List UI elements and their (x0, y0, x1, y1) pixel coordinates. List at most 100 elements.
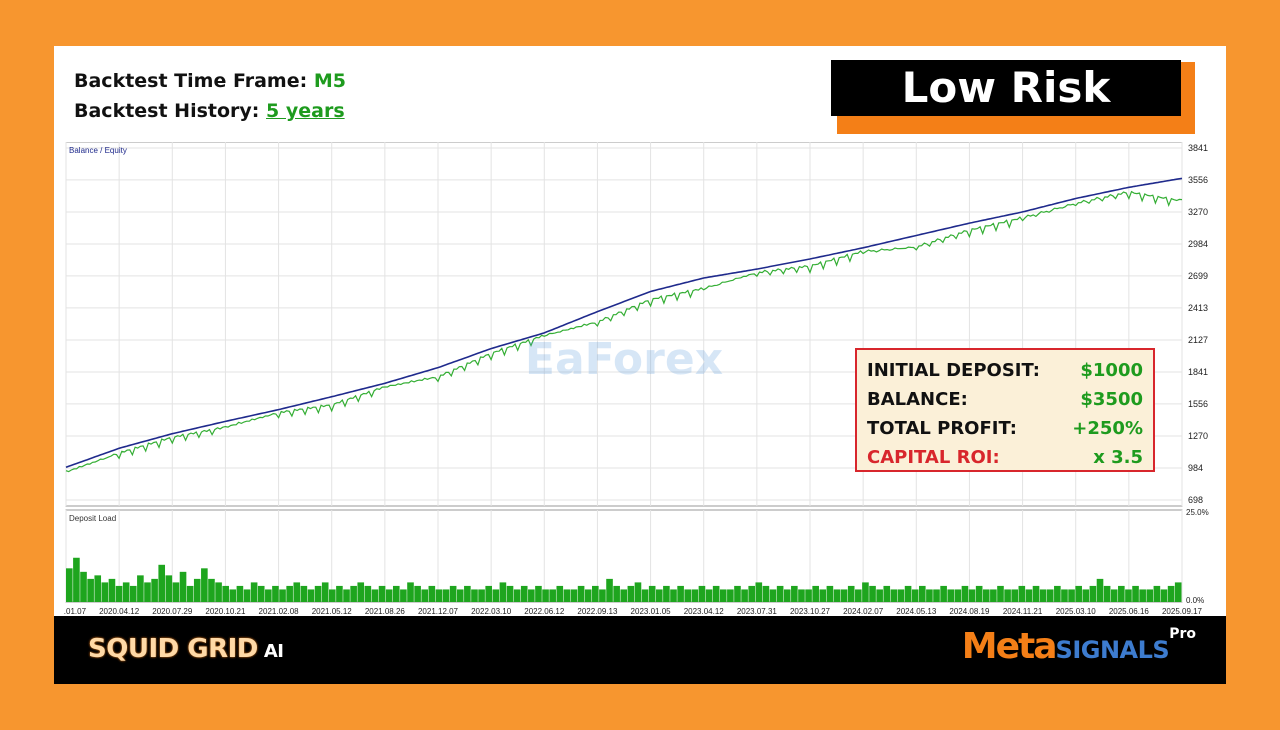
deposit-load-bar (570, 589, 578, 602)
deposit-load-bar (542, 589, 549, 602)
deposit-load-bar (257, 585, 265, 602)
deposit-load-bar (1032, 585, 1040, 602)
x-tick-label: 2022.09.13 (577, 607, 618, 616)
deposit-load-bar (350, 585, 357, 602)
deposit-load-bar (975, 585, 983, 602)
y-tick-label: 698 (1188, 495, 1203, 505)
deposit-load-bar (272, 585, 279, 602)
history-label: Backtest History: (74, 100, 260, 122)
y-tick-label: 2413 (1188, 303, 1208, 313)
deposit-load-bar (1018, 585, 1026, 602)
deposit-load-bar (940, 585, 947, 602)
deposit-load-bar (933, 589, 940, 602)
stat-label: TOTAL PROFIT: (867, 418, 1017, 439)
deposit-load-bar (1139, 589, 1146, 602)
deposit-load-bar (855, 589, 862, 602)
deposit-load-bar (144, 582, 151, 602)
y-tick-label: 2127 (1188, 335, 1208, 345)
deposit-load-bar (300, 585, 308, 602)
stat-value: $1000 (1080, 360, 1143, 381)
deposit-load-bar (321, 582, 329, 602)
deposit-load-bar (400, 589, 407, 602)
deposit-load-bar (734, 585, 741, 602)
deposit-load-bar (314, 585, 322, 602)
deposit-load-bar (442, 589, 450, 602)
deposit-load-bar (890, 589, 898, 602)
deposit-load-bar (741, 589, 748, 602)
deposit-load-bar (826, 585, 834, 602)
deposit-load-bar (755, 582, 763, 602)
deposit-load-bar (954, 589, 962, 602)
deposit-load-bar (982, 589, 990, 602)
deposit-load-bar (577, 585, 585, 602)
deposit-load-bar (1061, 589, 1068, 602)
stat-row-total-profit: TOTAL PROFIT: +250% (867, 414, 1143, 443)
deposit-load-bar (158, 564, 166, 602)
x-tick-label: 2021.08.26 (365, 607, 406, 616)
deposit-load-bar (407, 582, 414, 602)
deposit-load-bar (506, 585, 514, 602)
deposit-load-bar (137, 575, 144, 602)
history-value[interactable]: 5 years (266, 100, 345, 122)
deposit-load-bar (1167, 585, 1175, 602)
deposit-load-bar (94, 575, 102, 602)
x-tick-label: 2023.07.31 (737, 607, 778, 616)
y2-tick-label: 0.0% (1186, 596, 1204, 605)
deposit-load-bar (265, 589, 272, 602)
deposit-load-bar (392, 585, 400, 602)
deposit-load-bar (670, 589, 677, 602)
deposit-load-bar (798, 589, 805, 602)
x-tick-label: 2020.01.07 (64, 607, 87, 616)
deposit-load-bar (371, 589, 379, 602)
stat-label: BALANCE: (867, 389, 968, 410)
deposit-load-bar (229, 589, 237, 602)
logo-pro-text: Pro (1169, 626, 1196, 642)
deposit-load-bar (520, 585, 528, 602)
deposit-load-bar (1110, 589, 1118, 602)
stat-row-initial-deposit: INITIAL DEPOSIT: $1000 (867, 356, 1143, 385)
x-tick-label: 2024.05.13 (896, 607, 937, 616)
deposit-load-bar (293, 582, 301, 602)
x-tick-label: 2020.04.12 (99, 607, 140, 616)
timeframe-line: Backtest Time Frame: M5 (74, 70, 346, 92)
deposit-load-bar (918, 585, 926, 602)
deposit-load-bar (812, 585, 819, 602)
deposit-load-bar (613, 585, 620, 602)
deposit-load-bar (307, 589, 315, 602)
deposit-load-bar (698, 585, 706, 602)
deposit-load-bar (556, 585, 564, 602)
logo-signals-text: SIGNALS (1055, 636, 1170, 664)
deposit-load-bar (606, 578, 613, 602)
x-tick-label: 2025.09.17 (1162, 607, 1203, 616)
stat-row-balance: BALANCE: $3500 (867, 385, 1143, 414)
deposit-load-bar (449, 585, 457, 602)
chart-legend: Balance / Equity (69, 146, 127, 155)
deposit-load-bar (1004, 589, 1011, 602)
x-tick-label: 2022.06.12 (524, 607, 565, 616)
deposit-load-bar (847, 585, 855, 602)
deposit-load-bar (478, 589, 485, 602)
deposit-load-bar (535, 585, 542, 602)
deposit-load-bar (1089, 585, 1097, 602)
deposit-load-bar (684, 589, 692, 602)
history-line: Backtest History: 5 years (74, 100, 345, 122)
deposit-load-bar (456, 589, 464, 602)
deposit-load-bar (336, 585, 343, 602)
deposit-panel-frame (65, 509, 1183, 603)
deposit-load-bar (663, 585, 670, 602)
x-tick-label: 2021.02.08 (259, 607, 300, 616)
deposit-load-bar (464, 585, 471, 602)
y-tick-label: 984 (1188, 463, 1203, 473)
y-tick-label: 1556 (1188, 399, 1208, 409)
deposit-load-bar (1174, 582, 1182, 602)
deposit-load-bar (634, 582, 642, 602)
deposit-load-bar (748, 585, 756, 602)
stat-label: CAPITAL ROI: (867, 447, 1000, 468)
deposit-load-bar (108, 578, 116, 602)
deposit-load-bar (911, 589, 919, 602)
deposit-load-bar (286, 585, 293, 602)
deposit-load-bar (876, 589, 883, 602)
x-tick-label: 2021.05.12 (312, 607, 353, 616)
deposit-load-bar (862, 582, 869, 602)
y-tick-label: 3556 (1188, 175, 1208, 185)
